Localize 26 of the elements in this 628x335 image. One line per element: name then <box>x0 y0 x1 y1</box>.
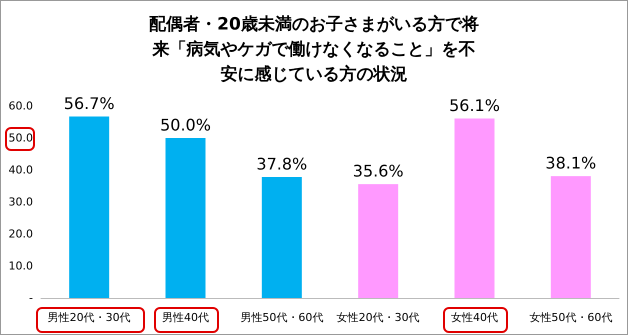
x-tick-label: 男性40代 <box>162 311 209 324</box>
x-tick-label: 女性50代・60代 <box>529 311 612 324</box>
y-tick-label: - <box>29 292 34 304</box>
chart-title: 配偶者・20歳未満のお子さまがいる方で将来「病気やケガで働けなくなること」を不安に感じている方の状況 <box>149 14 479 84</box>
bar <box>166 138 206 298</box>
data-label: 56.7% <box>64 94 115 114</box>
y-tick-label: 20.0 <box>8 228 33 240</box>
bar <box>262 177 302 298</box>
x-tick-label: 男性20代・30代 <box>48 311 131 324</box>
x-tick-label: 女性40代 <box>451 311 498 324</box>
y-tick-label: 60.0 <box>8 100 33 112</box>
data-label: 56.1% <box>449 96 500 115</box>
y-tick-label: 50.0 <box>8 132 33 144</box>
x-tick-label: 男性50代・60代 <box>240 311 324 324</box>
bar <box>358 184 398 298</box>
data-label: 50.0% <box>160 116 211 134</box>
data-label: 38.1% <box>545 154 596 173</box>
data-label: 35.6% <box>352 162 404 181</box>
y-tick-label: 40.0 <box>8 164 33 176</box>
y-tick-label: 10.0 <box>8 260 33 272</box>
bar <box>550 176 591 298</box>
data-label: 37.8% <box>256 154 308 174</box>
bar <box>69 116 110 298</box>
x-tick-label: 女性20代・30代 <box>336 311 420 324</box>
y-tick-label: 30.0 <box>8 196 33 208</box>
bar <box>454 118 494 298</box>
